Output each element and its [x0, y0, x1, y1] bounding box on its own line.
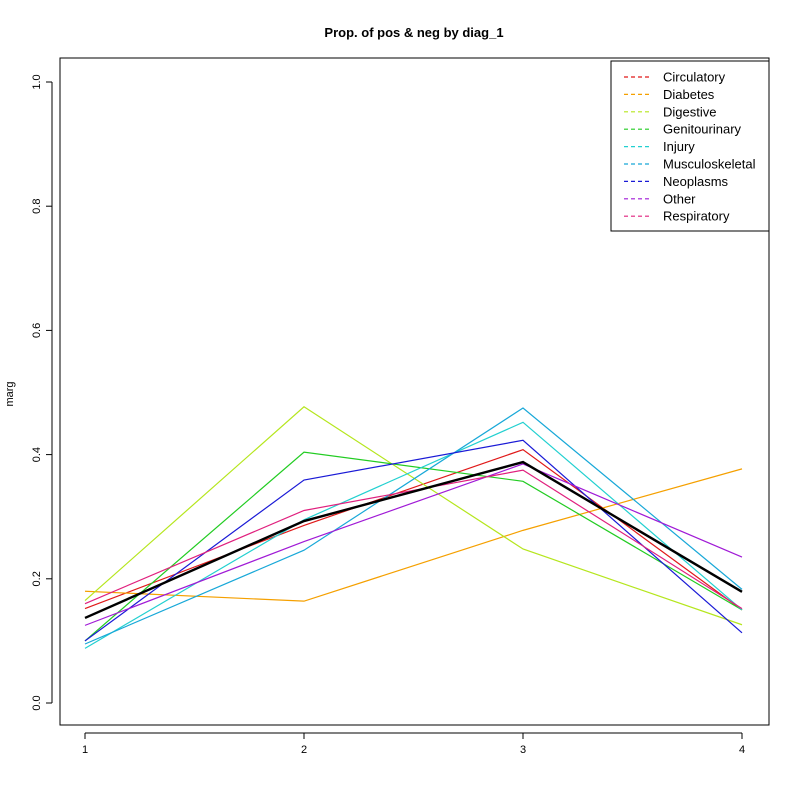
legend-label: Respiratory [663, 209, 730, 224]
legend-label: Circulatory [663, 70, 726, 85]
x-axis: 1 2 3 4 [82, 732, 745, 756]
x-tick-label: 4 [739, 744, 745, 756]
y-tick-label: 1.0 [31, 74, 43, 89]
plot-frame [59, 57, 770, 726]
series-line-genitourinary [84, 451, 743, 642]
y-axis: 0.0 0.2 0.4 0.6 0.8 1.0 [31, 74, 53, 711]
legend: Circulatory Diabetes Digestive Genitourinar… [610, 60, 770, 232]
chart-title: Prop. of pos & neg by diag_1 [324, 25, 503, 40]
series-line-overall [84, 460, 743, 620]
y-tick-label: 0.4 [31, 447, 43, 462]
legend-label: Musculoskeletal [663, 157, 756, 172]
y-tick-label: 0.8 [31, 199, 43, 214]
series-lines [84, 406, 743, 649]
y-tick-label: 0.2 [31, 571, 43, 586]
y-tick-label: 0.6 [31, 323, 43, 338]
legend-label: Injury [663, 139, 695, 154]
x-tick-label: 3 [520, 744, 526, 756]
legend-label: Diabetes [663, 87, 715, 102]
series-line-neoplasms [84, 439, 743, 642]
x-tick-label: 1 [82, 744, 88, 756]
legend-label: Other [663, 191, 696, 206]
legend-label: Neoplasms [663, 174, 729, 189]
series-line-other [84, 463, 743, 626]
x-tick-label: 2 [301, 744, 307, 756]
legend-box [610, 60, 770, 232]
series-line-musculoskeletal [84, 407, 743, 645]
y-tick-label: 0.0 [31, 695, 43, 710]
legend-label: Genitourinary [663, 122, 742, 137]
series-line-digestive [84, 406, 743, 626]
series-line-diabetes [84, 468, 743, 602]
y-axis-label: marg [4, 381, 16, 406]
legend-label: Digestive [663, 104, 716, 119]
series-line-circulatory [84, 448, 743, 611]
